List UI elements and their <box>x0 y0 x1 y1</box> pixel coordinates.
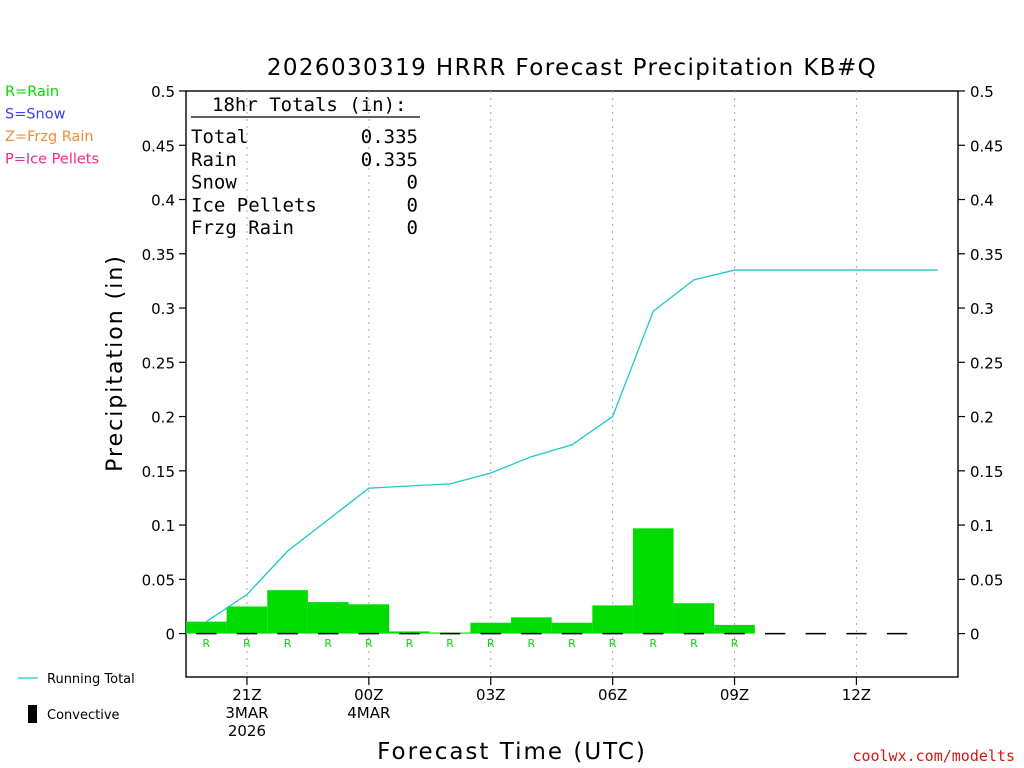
bar-hour-7 <box>470 622 512 634</box>
totals-value-0: 0.335 <box>361 126 418 148</box>
y-tick-label-left-7: 0.35 <box>142 246 175 264</box>
x-tick-label-3-0: 06Z <box>598 686 627 704</box>
totals-value-4: 0 <box>407 217 418 239</box>
totals-value-2: 0 <box>407 172 418 194</box>
totals-value-1: 0.335 <box>361 149 418 171</box>
type-legend-item-0: R=Rain <box>5 84 59 100</box>
totals-label-2: Snow <box>191 172 237 194</box>
bar-hour-9 <box>551 622 593 634</box>
y-tick-label-left-0: 0 <box>165 626 175 644</box>
x-tick-label-2-0: 03Z <box>476 686 505 704</box>
bar-hour-0 <box>186 621 227 634</box>
totals-value-3: 0 <box>407 194 418 216</box>
y-tick-label-left-10: 0.5 <box>151 83 175 101</box>
bar-hour-10 <box>592 605 633 634</box>
precip-type-legend: R=Rain S=Snow Z=Frzg Rain P=Ice Pellets <box>5 84 99 168</box>
y-tick-label-right-6: 0.3 <box>970 300 994 318</box>
y-tick-label-left-8: 0.4 <box>151 192 175 210</box>
bar-hour-11 <box>632 528 674 634</box>
ptype-label-5: R <box>406 637 414 650</box>
y-tick-label-right-2: 0.1 <box>970 517 994 535</box>
ptype-label-1: R <box>243 637 251 650</box>
y-tick-label-left-9: 0.45 <box>142 137 175 155</box>
totals-box: 18hr Totals (in): Total 0.335 Rain 0.335 Sno… <box>191 94 420 239</box>
totals-label-1: Rain <box>191 149 237 171</box>
bar-hour-3 <box>307 602 349 634</box>
ptype-label-6: R <box>446 637 454 650</box>
x-gridlines <box>246 91 857 677</box>
running-total-line <box>205 269 938 623</box>
bar-hour-12 <box>673 603 715 634</box>
x-tick-label-0-1: 3MAR <box>225 704 268 722</box>
bar-hour-8 <box>511 617 552 634</box>
totals-header: 18hr Totals (in): <box>212 94 406 116</box>
ptype-label-8: R <box>528 637 536 650</box>
bar-hour-1 <box>226 606 268 634</box>
y-axis-left: 0 0.05 0.1 0.15 0.2 0.25 0.3 0.35 0.4 0.45 0.5 <box>142 83 186 644</box>
y-tick-label-right-10: 0.5 <box>970 83 994 101</box>
y-tick-label-left-6: 0.3 <box>151 300 175 318</box>
type-legend-item-1: S=Snow <box>5 107 66 123</box>
type-legend-item-2: Z=Frzg Rain <box>5 129 94 145</box>
y-tick-label-right-9: 0.45 <box>970 137 1003 155</box>
hourly-bars <box>186 528 755 634</box>
credit-text: coolwx.com/modelts <box>852 747 1015 765</box>
totals-label-0: Total <box>191 126 248 148</box>
ptype-label-12: R <box>690 637 698 650</box>
y-tick-label-right-3: 0.15 <box>970 463 1003 481</box>
totals-label-4: Frzg Rain <box>191 217 294 239</box>
y-tick-label-left-2: 0.1 <box>151 517 175 535</box>
y-tick-label-right-5: 0.25 <box>970 354 1003 372</box>
bar-hour-13 <box>714 624 755 634</box>
x-tick-label-0-2: 2026 <box>228 722 266 740</box>
ptype-label-2: R <box>284 637 292 650</box>
convective-legend-swatch <box>28 705 37 723</box>
ptype-label-0: R <box>202 637 210 650</box>
bar-hour-4 <box>348 604 390 634</box>
x-axis-label: Forecast Time (UTC) <box>377 739 647 765</box>
y-tick-label-left-5: 0.25 <box>142 354 175 372</box>
ptype-label-13: R <box>731 637 739 650</box>
y-axis-label: Precipitation (in) <box>103 254 128 472</box>
chart-title: 2026030319 HRRR Forecast Precipitation K… <box>267 55 877 81</box>
ptype-label-11: R <box>649 637 657 650</box>
type-legend-item-3: P=Ice Pellets <box>5 152 99 168</box>
running-total-legend-label: Running Total <box>47 672 135 687</box>
x-tick-label-1-0: 00Z <box>354 686 383 704</box>
y-tick-label-right-8: 0.4 <box>970 192 994 210</box>
x-tick-label-1-1: 4MAR <box>347 704 390 722</box>
y-tick-label-right-0: 0 <box>970 626 980 644</box>
plot-frame <box>185 90 959 678</box>
y-tick-label-left-1: 0.05 <box>142 571 175 589</box>
ptype-label-7: R <box>487 637 495 650</box>
y-tick-label-left-4: 0.2 <box>151 409 175 427</box>
y-tick-label-right-1: 0.05 <box>970 571 1003 589</box>
running-total-polyline <box>205 269 938 623</box>
totals-label-3: Ice Pellets <box>191 194 317 216</box>
x-tick-label-4-0: 09Z <box>720 686 749 704</box>
line-legend: Running Total Convective <box>18 672 135 723</box>
ptype-label-10: R <box>609 637 617 650</box>
ptype-label-3: R <box>324 637 332 650</box>
ptype-label-9: R <box>568 637 576 650</box>
x-tick-label-5-0: 12Z <box>842 686 871 704</box>
x-tick-label-0-0: 21Z <box>232 686 261 704</box>
y-tick-label-right-4: 0.2 <box>970 409 994 427</box>
bar-hour-2 <box>267 590 308 634</box>
y-tick-label-left-3: 0.15 <box>142 463 175 481</box>
ptype-label-4: R <box>365 637 373 650</box>
convective-legend-label: Convective <box>47 708 120 723</box>
bar-hour-5 <box>389 631 430 634</box>
y-tick-label-right-7: 0.35 <box>970 246 1003 264</box>
y-axis-right: 0 0.05 0.1 0.15 0.2 0.25 0.3 0.35 0.4 0.45 0.5 <box>958 83 1003 644</box>
